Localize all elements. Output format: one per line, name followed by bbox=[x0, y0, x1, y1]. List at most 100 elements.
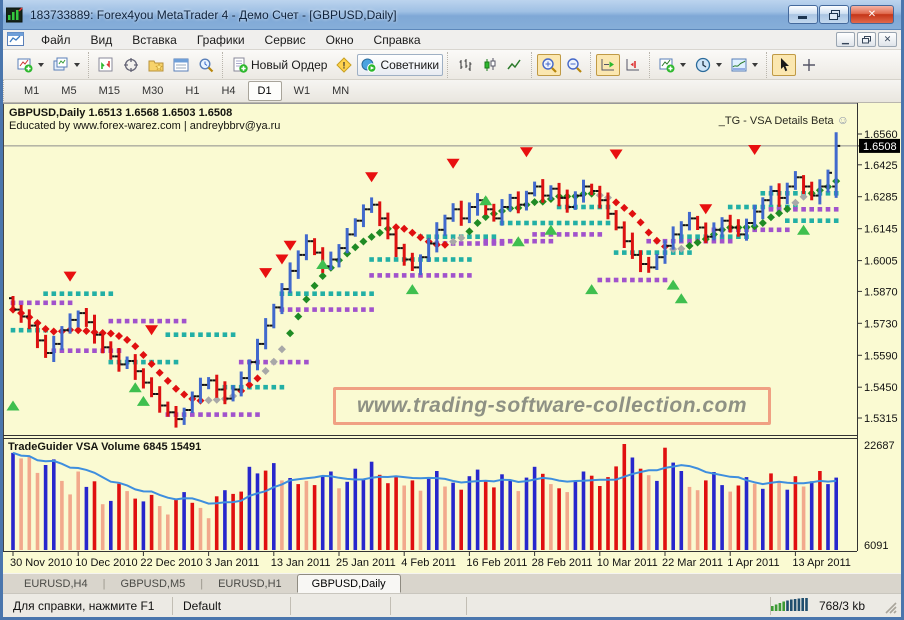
new-order-icon bbox=[232, 57, 248, 73]
menu-item-insert[interactable]: Вставка bbox=[132, 32, 177, 47]
menu-bar: Файл Вид Вставка Графики Сервис Окно Справка ▁… bbox=[3, 30, 901, 50]
experts-label: Советники bbox=[380, 57, 440, 72]
svg-text:1.6005: 1.6005 bbox=[864, 256, 898, 268]
svg-text:13 Apr 2011: 13 Apr 2011 bbox=[792, 557, 851, 569]
timeframe-m30[interactable]: M30 bbox=[141, 85, 164, 97]
tab-eurusd-h4[interactable]: EURUSD,H4 bbox=[24, 578, 88, 590]
periods-icon bbox=[695, 57, 711, 73]
menu-item-help[interactable]: Справка bbox=[373, 32, 421, 47]
svg-text:10 Dec 2010: 10 Dec 2010 bbox=[75, 557, 137, 569]
new-order-label: Новый Ордер bbox=[251, 57, 328, 72]
metaeditor-warning-icon: ! bbox=[336, 56, 353, 73]
chart-area: 1.6560 1.6508 1.6425 1.6285 1.6145 1.6005 1.58… bbox=[3, 103, 901, 573]
svg-text:1.5590: 1.5590 bbox=[864, 350, 898, 362]
market-watch-button[interactable] bbox=[94, 54, 118, 76]
auto-scroll-button[interactable] bbox=[596, 53, 621, 76]
menu-item-charts[interactable]: Графики bbox=[196, 32, 245, 47]
mdi-minimize-button[interactable]: ▁ bbox=[836, 32, 855, 47]
profiles-button[interactable] bbox=[49, 54, 84, 76]
timeframe-h1[interactable]: H1 bbox=[185, 85, 200, 97]
title-bar: 183733889: Forex4you MetaTrader 4 - Демо… bbox=[3, 0, 901, 30]
metaeditor-warning-button[interactable]: ! bbox=[332, 54, 356, 76]
new-chart-button[interactable] bbox=[13, 54, 48, 76]
tab-gbpusd-m5[interactable]: GBPUSD,M5 bbox=[120, 578, 186, 590]
bar-chart-button[interactable] bbox=[453, 54, 477, 76]
timeframe-bar: M1 M5 M15 M30 H1 H4 D1 W1 MN bbox=[3, 80, 901, 103]
indicators-button[interactable] bbox=[655, 54, 690, 76]
new-order-button[interactable]: Новый Ордер bbox=[228, 54, 331, 76]
zoom-out-button[interactable] bbox=[562, 54, 586, 76]
toolbar-group bbox=[649, 51, 763, 78]
volume-indicator-label: TradeGuider VSA Volume 6845 15491 bbox=[8, 441, 202, 453]
terminal-button[interactable] bbox=[169, 54, 193, 76]
line-chart-button[interactable] bbox=[503, 54, 527, 76]
templates-icon bbox=[731, 57, 747, 73]
svg-text:1.5315: 1.5315 bbox=[864, 413, 898, 425]
menu-item-file[interactable]: Файл bbox=[41, 32, 71, 47]
periods-button[interactable] bbox=[691, 54, 726, 76]
restore-button[interactable] bbox=[819, 5, 849, 24]
timeframe-m5[interactable]: M5 bbox=[61, 85, 77, 97]
minimize-button[interactable] bbox=[788, 5, 818, 24]
data-window-icon bbox=[123, 57, 139, 73]
menu-item-tools[interactable]: Сервис bbox=[264, 32, 306, 47]
timeframe-w1[interactable]: W1 bbox=[293, 85, 311, 97]
chevron-down-icon bbox=[716, 62, 723, 67]
candlestick-chart-button[interactable] bbox=[478, 54, 502, 76]
zoom-out-icon bbox=[566, 57, 582, 73]
close-button[interactable]: ✕ bbox=[850, 5, 894, 24]
svg-text:25 Jan 2011: 25 Jan 2011 bbox=[336, 557, 396, 569]
mdi-restore-button[interactable] bbox=[857, 32, 876, 47]
toolbar-group bbox=[447, 51, 528, 78]
indicators-icon bbox=[659, 57, 675, 73]
experts-button[interactable]: Советники bbox=[357, 53, 444, 76]
market-watch-icon bbox=[98, 57, 114, 73]
cursor-icon bbox=[776, 57, 792, 73]
traffic-counter: 768/3 kb bbox=[818, 598, 865, 613]
tab-eurusd-h1[interactable]: EURUSD,H1 bbox=[218, 578, 282, 590]
data-window-button[interactable] bbox=[119, 54, 143, 76]
chart-window-icon bbox=[7, 32, 25, 47]
timeframe-m1[interactable]: M1 bbox=[24, 85, 40, 97]
new-chart-icon bbox=[17, 57, 33, 73]
timeframe-m15[interactable]: M15 bbox=[98, 85, 120, 97]
templates-button[interactable] bbox=[727, 54, 762, 76]
menu-item-view[interactable]: Вид bbox=[90, 32, 113, 47]
bar-chart-icon bbox=[457, 57, 473, 73]
svg-text:!: ! bbox=[343, 60, 346, 70]
zoom-in-button[interactable] bbox=[537, 53, 562, 76]
svg-text:6091: 6091 bbox=[864, 540, 888, 552]
tab-separator: | bbox=[200, 577, 204, 590]
status-cell-empty-3 bbox=[467, 596, 771, 615]
svg-text:28 Feb 2011: 28 Feb 2011 bbox=[532, 557, 593, 569]
tab-gbpusd-daily[interactable]: GBPUSD,Daily bbox=[296, 574, 401, 593]
symbol-ohlc-label: GBPUSD,Daily 1.6513 1.6568 1.6503 1.6508 bbox=[9, 107, 233, 119]
svg-text:30 Nov 2010: 30 Nov 2010 bbox=[10, 557, 72, 569]
watermark: www.trading-software-collection.com bbox=[333, 387, 771, 425]
mdi-close-button[interactable]: ✕ bbox=[878, 32, 897, 47]
profiles-icon bbox=[53, 57, 69, 73]
timeframe-mn[interactable]: MN bbox=[332, 85, 350, 97]
timeframe-d1[interactable]: D1 bbox=[247, 81, 282, 101]
menu-item-window[interactable]: Окно bbox=[325, 32, 354, 47]
line-chart-icon bbox=[507, 57, 523, 73]
smiley-icon: ☺ bbox=[836, 113, 849, 127]
navigator-icon bbox=[148, 57, 164, 73]
status-profile[interactable]: Default bbox=[173, 596, 291, 615]
chart-tab-bar: EURUSD,H4 | GBPUSD,M5 | EURUSD,H1 GBPUSD,Dail… bbox=[3, 573, 901, 593]
strategy-tester-button[interactable] bbox=[194, 54, 218, 76]
svg-text:22687: 22687 bbox=[864, 440, 895, 452]
connection-bars-icon bbox=[770, 597, 809, 614]
chevron-down-icon bbox=[752, 62, 759, 67]
timeframe-h4[interactable]: H4 bbox=[221, 85, 236, 97]
mdi-controls: ▁ ✕ bbox=[836, 32, 901, 47]
crosshair-button[interactable] bbox=[797, 54, 821, 76]
main-menu: Файл Вид Вставка Графики Сервис Окно Справка bbox=[31, 31, 431, 49]
cursor-button[interactable] bbox=[772, 53, 797, 76]
navigator-button[interactable] bbox=[144, 54, 168, 76]
svg-text:3 Jan 2011: 3 Jan 2011 bbox=[206, 557, 260, 569]
chart-shift-button[interactable] bbox=[621, 54, 645, 76]
resize-grip[interactable] bbox=[881, 598, 897, 614]
